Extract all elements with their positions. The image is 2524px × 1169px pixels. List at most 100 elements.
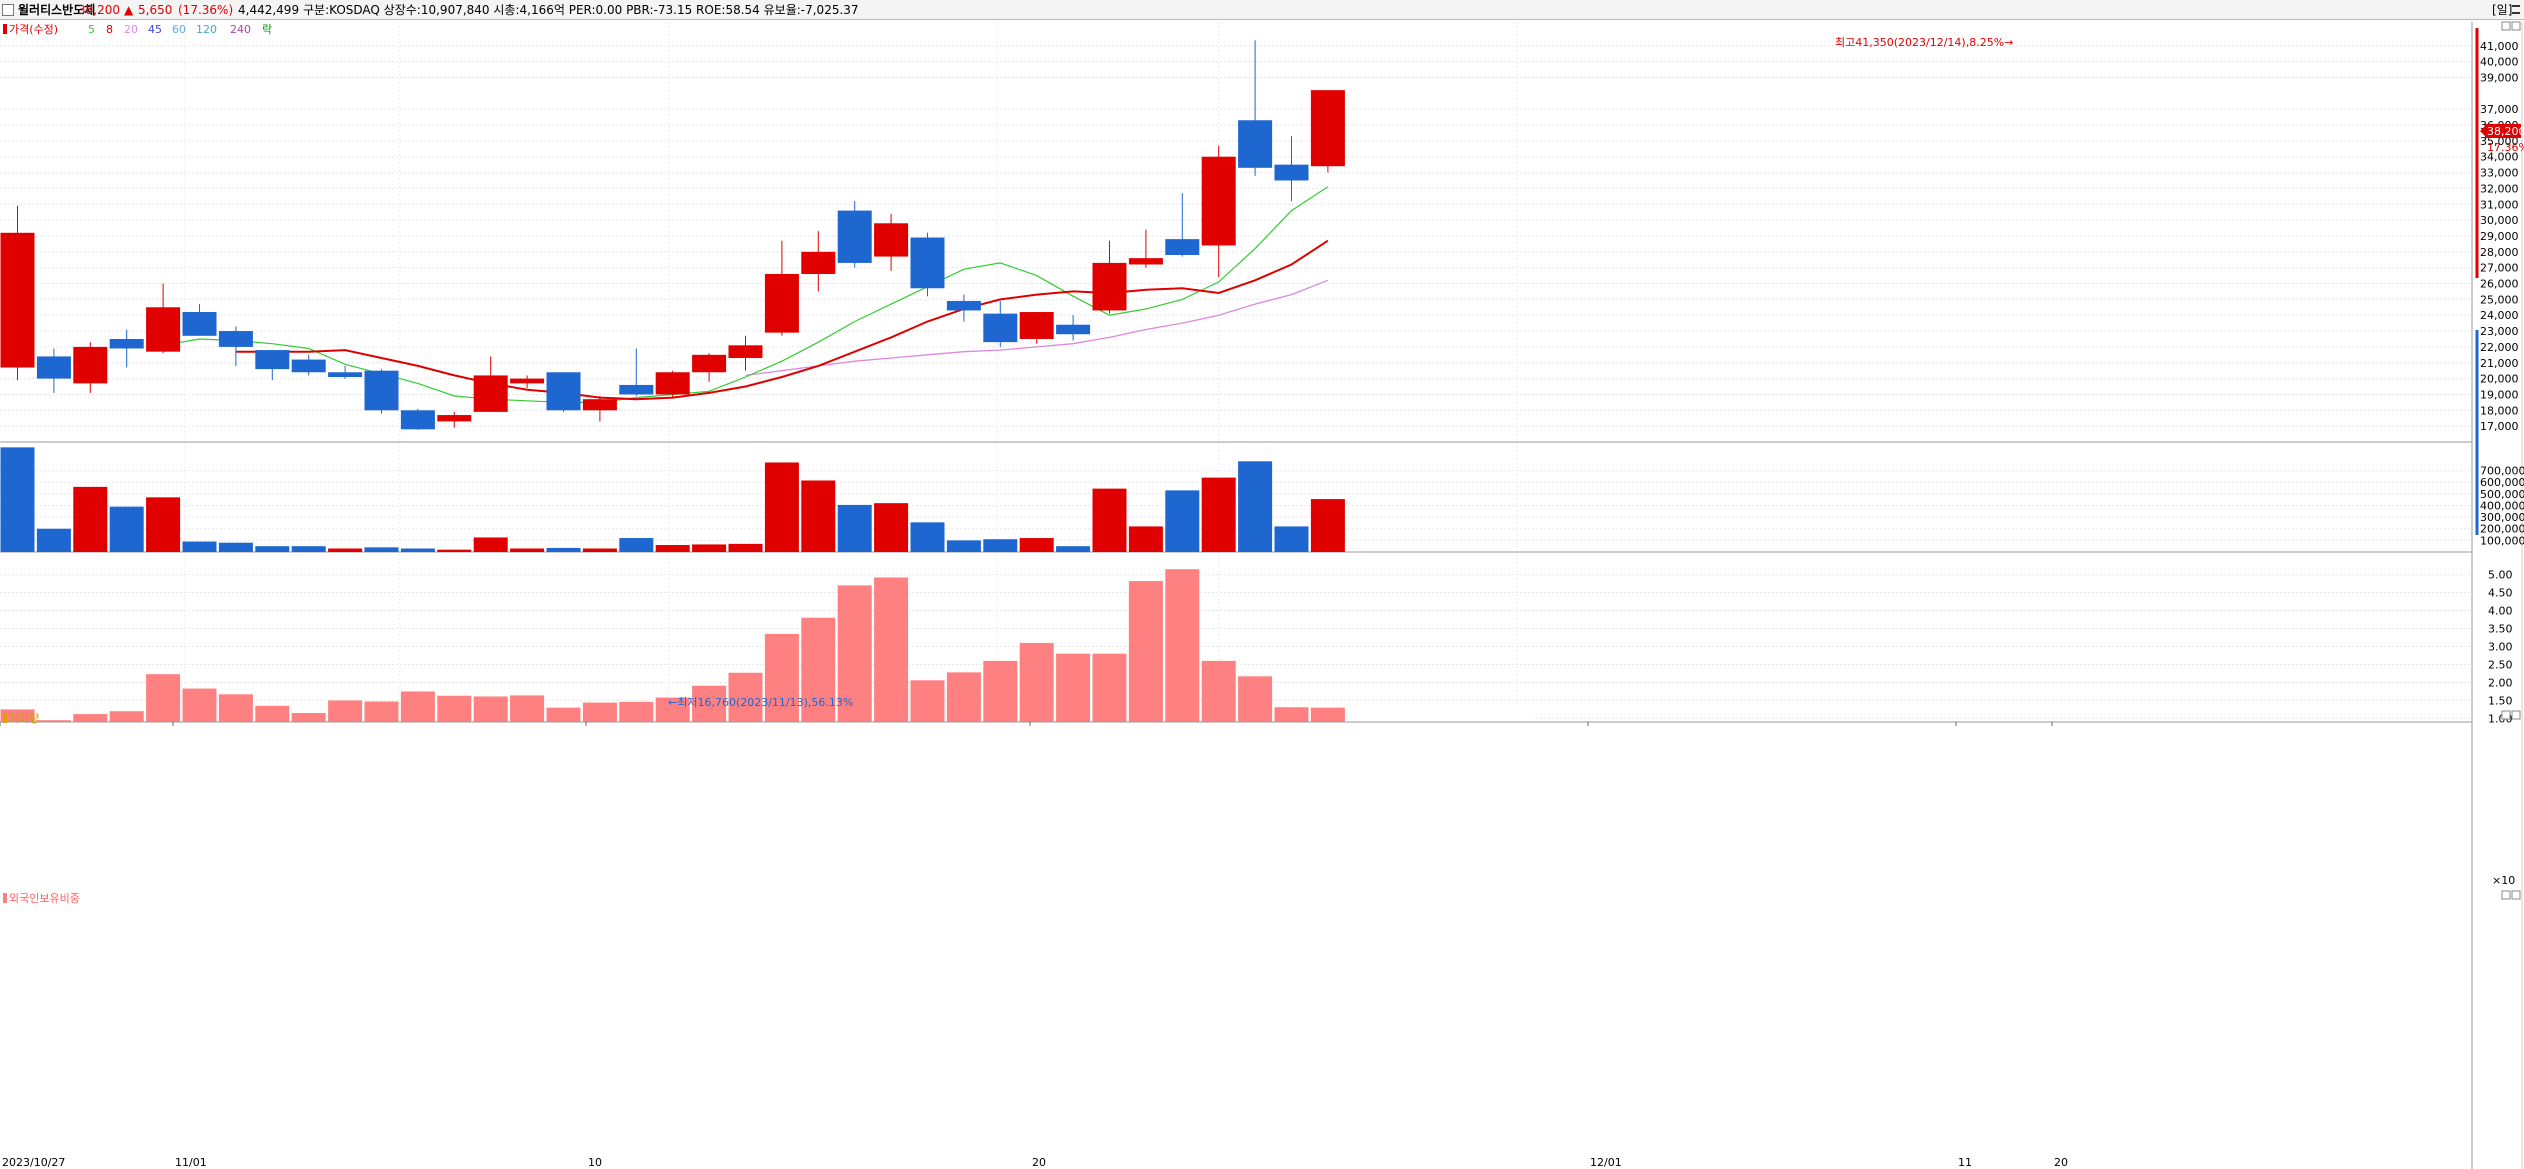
ma5-legend: 5 bbox=[88, 23, 95, 36]
volume-bar bbox=[546, 547, 581, 552]
volume-bar bbox=[0, 447, 35, 552]
foreign-ownership-bar bbox=[728, 672, 763, 722]
price-tick-label: 41,000 bbox=[2480, 40, 2519, 53]
x-tick-label: 11/01 bbox=[175, 1156, 207, 1169]
foreign-tick-label: 5.00 bbox=[2488, 569, 2513, 582]
candle-body bbox=[910, 237, 945, 289]
foreign-ownership-bar bbox=[291, 713, 326, 722]
candle-body bbox=[1056, 324, 1091, 335]
foreign-ownership-bar bbox=[400, 691, 435, 722]
title-bar: 윌러티스반도체 38,200 ▲ 5,650 (17.36%) 4,442,49… bbox=[0, 0, 2524, 20]
last-price-tag bbox=[2485, 124, 2521, 138]
moving-average-lines bbox=[162, 186, 1329, 403]
foreign-ownership-bar bbox=[364, 701, 399, 722]
candle-body bbox=[546, 372, 581, 411]
candle-body bbox=[837, 210, 872, 263]
price-tick-label: 25,000 bbox=[2480, 293, 2519, 306]
foreign-ownership-bar bbox=[764, 633, 799, 722]
ma8-legend: 8 bbox=[106, 23, 113, 36]
change-arrow: ▲ bbox=[124, 3, 134, 17]
candle-body bbox=[1201, 156, 1236, 246]
foreign-ownership-bar bbox=[182, 688, 217, 722]
foreign-ownership-bar bbox=[109, 711, 144, 722]
price-tick-label: 17,000 bbox=[2480, 420, 2519, 433]
period-selector[interactable]: [일] bbox=[2492, 3, 2513, 17]
pane-close-icon[interactable] bbox=[2511, 710, 2521, 720]
volume-bar bbox=[655, 545, 690, 552]
volume-bar bbox=[619, 538, 654, 552]
volume-bar bbox=[1274, 526, 1309, 552]
pane-minimize-icon[interactable] bbox=[2501, 21, 2511, 31]
foreign-ownership-bar bbox=[1056, 653, 1091, 722]
volume-bar bbox=[1201, 477, 1236, 552]
pane-borders bbox=[0, 22, 2523, 1169]
volume-bar bbox=[364, 547, 399, 552]
volume-legend-swatch bbox=[3, 713, 7, 723]
foreign-ownership-bar bbox=[1092, 653, 1127, 722]
price-tick-label: 29,000 bbox=[2480, 230, 2519, 243]
foreign-ownership-series bbox=[0, 569, 1345, 722]
price-tick-label: 35,000 bbox=[2480, 135, 2519, 148]
price-tick-label: 19,000 bbox=[2480, 388, 2519, 401]
foreign-ownership-bar bbox=[1274, 707, 1309, 722]
volume-bar bbox=[692, 544, 727, 552]
price-tick-label: 23,000 bbox=[2480, 325, 2519, 338]
volume-bar bbox=[910, 522, 945, 552]
volume-bar bbox=[328, 548, 363, 552]
ma-extra-legend: 락 bbox=[262, 23, 272, 36]
x-tick-label: 11 bbox=[1958, 1156, 1972, 1169]
price-tick-label: 30,000 bbox=[2480, 214, 2519, 227]
window-checkbox[interactable] bbox=[2, 4, 14, 16]
volume-bar bbox=[218, 542, 253, 552]
candle-body bbox=[983, 313, 1018, 343]
pane-minimize-icon[interactable] bbox=[2501, 710, 2511, 720]
x-tick-label: 2023/10/27 bbox=[2, 1156, 65, 1169]
volume-bar bbox=[1019, 538, 1054, 552]
pane-close-icon[interactable] bbox=[2511, 890, 2521, 900]
price-tick-label: 34,000 bbox=[2480, 151, 2519, 164]
volume-unit-label: ×10 bbox=[2492, 874, 2515, 887]
volume-bar bbox=[1238, 461, 1273, 552]
candle-body bbox=[1274, 164, 1309, 181]
menu-icon[interactable] bbox=[2512, 5, 2520, 14]
candle-body bbox=[1165, 239, 1200, 255]
volume-bar bbox=[946, 540, 981, 552]
price-tick-label: 21,000 bbox=[2480, 357, 2519, 370]
price-tick-label: 18,000 bbox=[2480, 404, 2519, 417]
foreign-ownership-bar bbox=[0, 709, 35, 722]
volume-bar bbox=[1056, 546, 1091, 552]
ma5-line bbox=[162, 186, 1329, 403]
foreign-ownership-bar bbox=[546, 707, 581, 722]
foreign-ownership-bar bbox=[983, 660, 1018, 722]
volume-bar bbox=[36, 528, 71, 552]
last-price-tag-text: 38,200 bbox=[2487, 125, 2524, 138]
foreign-ownership-bar bbox=[218, 694, 253, 722]
foreign-tick-label: 4.00 bbox=[2488, 605, 2513, 618]
volume-bar bbox=[874, 503, 909, 552]
volume-bar bbox=[291, 546, 326, 552]
volume-bar bbox=[801, 480, 836, 552]
foreign-ownership-bar bbox=[255, 705, 290, 722]
pane-close-icon[interactable] bbox=[2511, 21, 2521, 31]
volume-bar bbox=[728, 543, 763, 552]
foreign-ownership-bar bbox=[946, 672, 981, 722]
pane-minimize-icon[interactable] bbox=[2501, 890, 2511, 900]
candle-body bbox=[0, 232, 35, 368]
ma20-legend: 20 bbox=[124, 23, 138, 36]
volume-tick-label: 600,000 bbox=[2480, 476, 2524, 489]
volume-bar bbox=[764, 462, 799, 552]
volume-bar bbox=[73, 486, 108, 552]
foreign-tick-label: 3.50 bbox=[2488, 623, 2513, 636]
candle-body bbox=[255, 350, 290, 370]
price-tick-label: 28,000 bbox=[2480, 246, 2519, 259]
last-price-pct-tag: 17.36% bbox=[2487, 141, 2524, 154]
volume-tick-label: 700,000 bbox=[2480, 465, 2524, 478]
foreign-ownership-bar bbox=[473, 696, 508, 722]
volume-tick-label: 400,000 bbox=[2480, 499, 2524, 512]
candle-body bbox=[1019, 312, 1054, 339]
candle-body bbox=[328, 372, 363, 378]
volume-tick-label: 100,000 bbox=[2480, 534, 2524, 547]
price-tick-label: 39,000 bbox=[2480, 71, 2519, 84]
x-tick-label: 20 bbox=[2054, 1156, 2068, 1169]
